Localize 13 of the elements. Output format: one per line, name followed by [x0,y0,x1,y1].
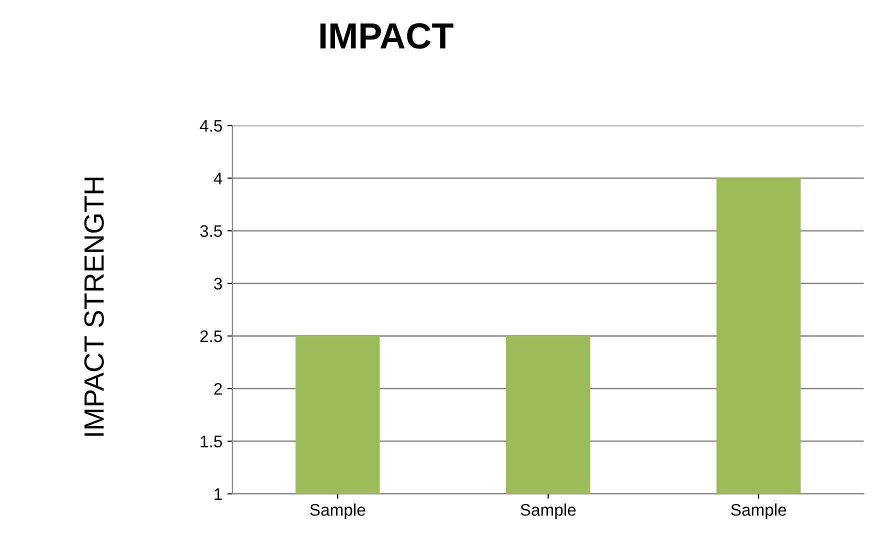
y-tick-label: 4.5 [200,120,222,132]
x-tick-label: Sample [520,504,576,520]
y-tick-label: 4 [214,172,222,184]
chart-title: IMPACT [320,23,454,49]
x-tick-label: Sample [731,504,786,520]
y-tick-label: 2.5 [200,330,222,342]
x-tick-label: Sample [310,504,366,520]
y-tick-label: 2 [214,383,222,395]
y-tick-label: 3.5 [200,225,222,237]
y-tick-label: 1 [214,488,222,500]
y-tick-label: 3 [214,278,222,290]
y-tick-label: 1.5 [200,436,222,448]
y-axis-title: IMPACT STRENGTH [84,178,104,436]
